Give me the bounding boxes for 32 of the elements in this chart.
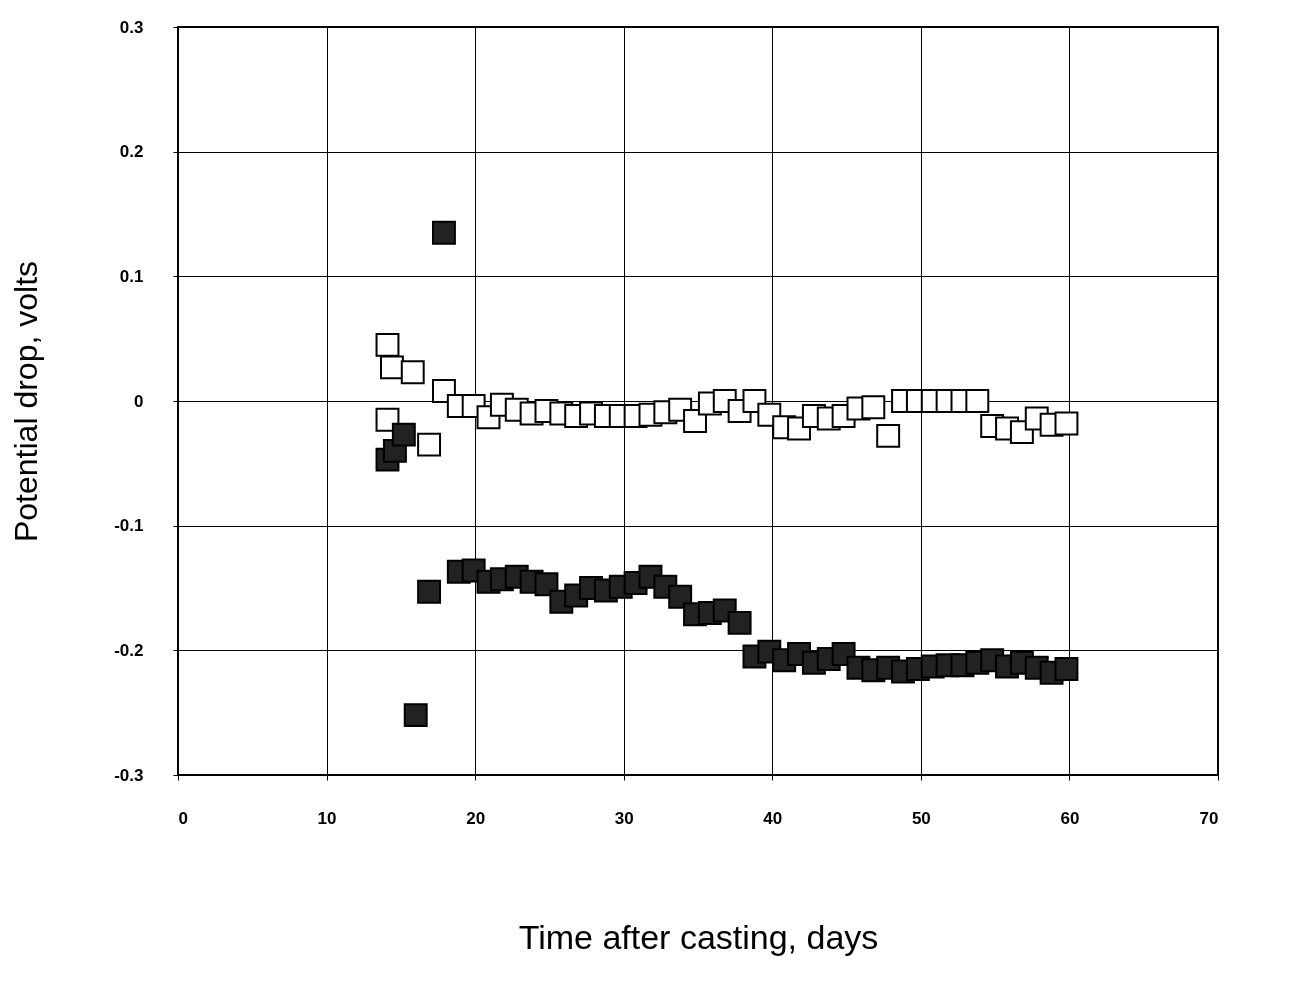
- x-tick-label: 60: [1060, 808, 1080, 828]
- y-tick-label: 0: [134, 391, 144, 411]
- point: [683, 408, 707, 433]
- point: [727, 610, 752, 635]
- point: [403, 703, 428, 728]
- point: [391, 422, 416, 447]
- point: [861, 395, 886, 420]
- x-tick-label: 20: [466, 808, 486, 828]
- point: [375, 332, 400, 357]
- x-tick-label: 40: [763, 808, 783, 828]
- point: [400, 360, 425, 385]
- y-axis-title: Potential drop, volts: [8, 260, 45, 543]
- point: [668, 584, 693, 609]
- x-tick-label: 30: [614, 808, 634, 828]
- point: [876, 423, 901, 448]
- y-tick-label: -0.1: [114, 516, 144, 536]
- x-tick-label: 70: [1199, 808, 1219, 828]
- y-tick-label: -0.3: [114, 765, 144, 785]
- x-tick-label: 50: [911, 808, 931, 828]
- y-tick-label: -0.2: [114, 640, 144, 660]
- point: [1054, 657, 1079, 681]
- x-tick-label: 10: [317, 808, 337, 828]
- x-tick-label: 0: [178, 808, 188, 828]
- x-axis-title: Time after casting, days: [518, 917, 879, 956]
- point: [417, 579, 442, 604]
- point: [431, 220, 456, 245]
- y-tick-label: 0.3: [119, 17, 144, 37]
- point: [965, 389, 990, 413]
- y-tick-label: 0.2: [119, 142, 144, 162]
- point: [1054, 411, 1079, 436]
- y-tick-label: 0.1: [119, 266, 144, 286]
- point: [417, 432, 442, 457]
